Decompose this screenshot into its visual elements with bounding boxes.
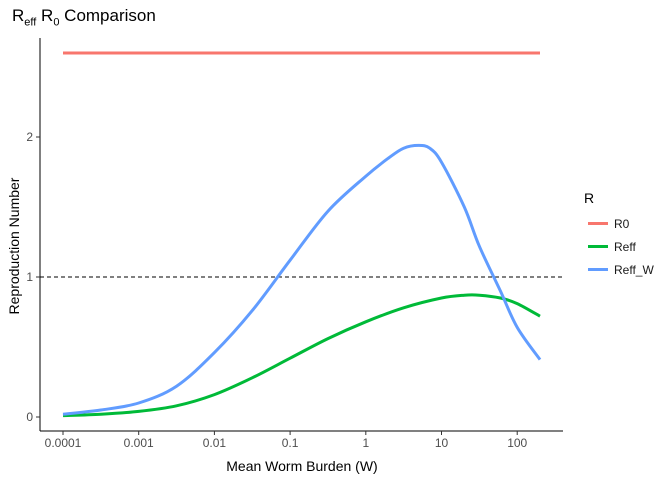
legend-key [588, 222, 608, 225]
x-tick-label: 10 [435, 436, 449, 450]
legend-item-r0: R0 [584, 212, 654, 235]
x-tick-label: 0.01 [203, 436, 227, 450]
legend-item-reff-w: Reff_W [584, 258, 654, 281]
y-tick-label: 0 [26, 410, 33, 424]
x-tick-label: 0.0001 [45, 436, 82, 450]
legend-label: R0 [614, 216, 630, 231]
legend-key [588, 268, 608, 271]
x-tick-label: 100 [507, 436, 527, 450]
x-tick-label: 0.1 [282, 436, 299, 450]
x-tick-label: 1 [362, 436, 369, 450]
y-tick-label: 1 [26, 270, 33, 284]
legend-label: Reff [614, 239, 636, 254]
series-line-reff-w [62, 143, 542, 416]
legend-label: Reff_W [614, 262, 654, 277]
legend: R R0 Reff Reff_W [584, 190, 654, 281]
y-tick-label: 2 [26, 130, 33, 144]
series-line-reff [62, 293, 541, 418]
x-axis-label: Mean Worm Burden (W) [226, 458, 377, 474]
legend-item-reff: Reff [584, 235, 654, 258]
y-axis-label: Reproduction Number [6, 177, 22, 314]
x-tick-label: 0.001 [124, 436, 154, 450]
legend-title: R [584, 190, 595, 206]
chart-title: Reff R0 Comparison [12, 6, 156, 29]
legend-key [588, 245, 608, 248]
